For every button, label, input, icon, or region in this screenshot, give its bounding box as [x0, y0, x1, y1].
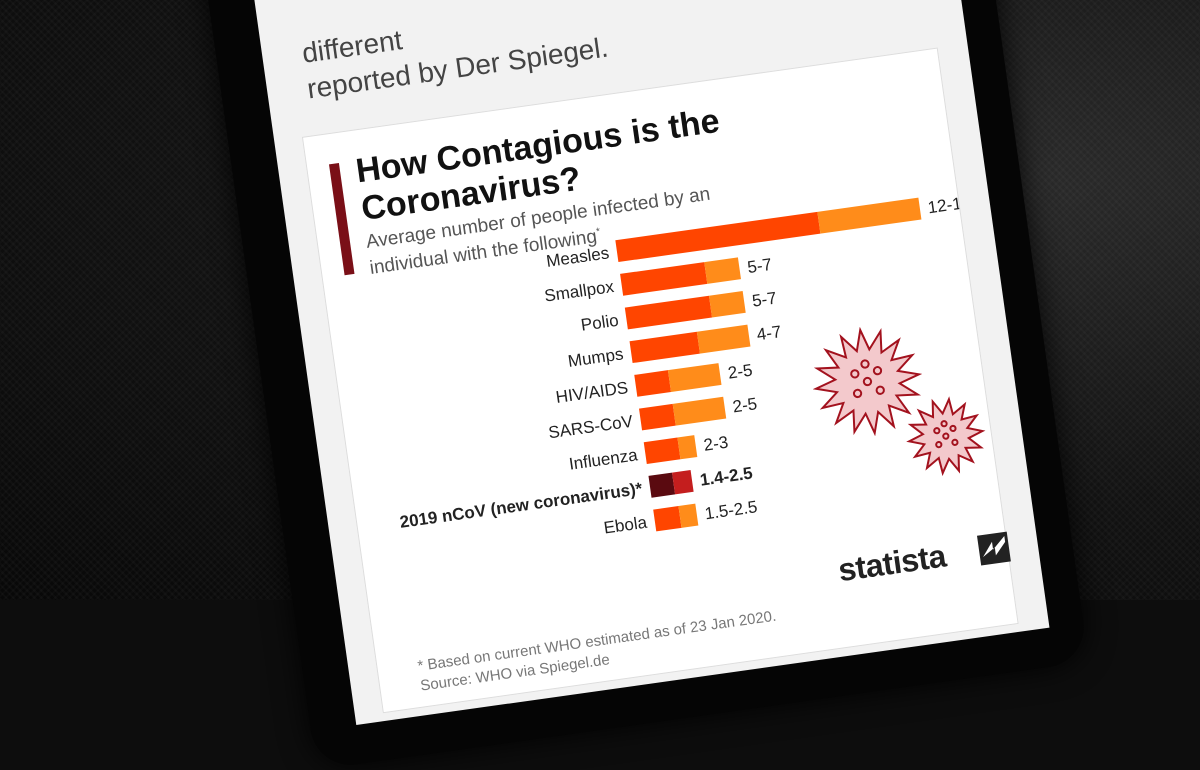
value-label: 1.4-2.5	[699, 464, 754, 490]
bar-low	[653, 506, 682, 532]
bar-high	[677, 435, 698, 460]
bar-high	[678, 503, 699, 528]
value-label: 4-7	[756, 322, 783, 344]
bar-low	[634, 370, 672, 397]
phone-screen: different reported by Der Spiegel. How C…	[250, 0, 1050, 726]
bar-low	[624, 295, 713, 330]
virus-icon	[812, 326, 923, 437]
bar-high	[696, 324, 751, 354]
bar-low	[615, 211, 821, 263]
category-label: Mumps	[567, 344, 625, 371]
bar-high	[704, 257, 741, 284]
value-label: 5-7	[751, 288, 778, 310]
category-label: Ebola	[602, 513, 648, 538]
bar-chart: 12-18 Measles 5-7 Smallpox 5-7 Polio 4-7 Mumps 2…	[399, 192, 973, 538]
bar-high	[708, 291, 746, 318]
infographic-card: How Contagious is the Coronavirus? Avera…	[301, 47, 1019, 714]
value-label: 2-5	[727, 361, 754, 383]
value-label: 12-18	[927, 192, 973, 217]
article-text: different reported by Der Spiegel.	[300, 0, 611, 107]
virus-icon-small	[906, 396, 986, 477]
bar-high	[667, 363, 722, 392]
category-label: SARS-CoV	[547, 412, 634, 443]
bar-high	[672, 396, 727, 426]
category-label: Measles	[545, 243, 610, 271]
value-label: 2-3	[702, 433, 729, 455]
bar-low	[629, 331, 700, 364]
bar-high	[817, 197, 922, 234]
value-label: 5-7	[746, 255, 773, 277]
category-label: HIV/AIDS	[555, 378, 630, 407]
bar-low	[639, 403, 676, 431]
bar-low	[620, 262, 708, 296]
bar-high	[672, 470, 694, 495]
statista-logo-mark	[976, 531, 1011, 566]
value-label: 2-5	[731, 394, 758, 416]
bar-low	[648, 472, 676, 498]
bar-low	[643, 437, 681, 465]
category-label: Influenza	[568, 445, 640, 473]
category-label: Smallpox	[543, 277, 615, 306]
value-label: 1.5-2.5	[703, 497, 758, 523]
category-label: Polio	[580, 311, 620, 335]
